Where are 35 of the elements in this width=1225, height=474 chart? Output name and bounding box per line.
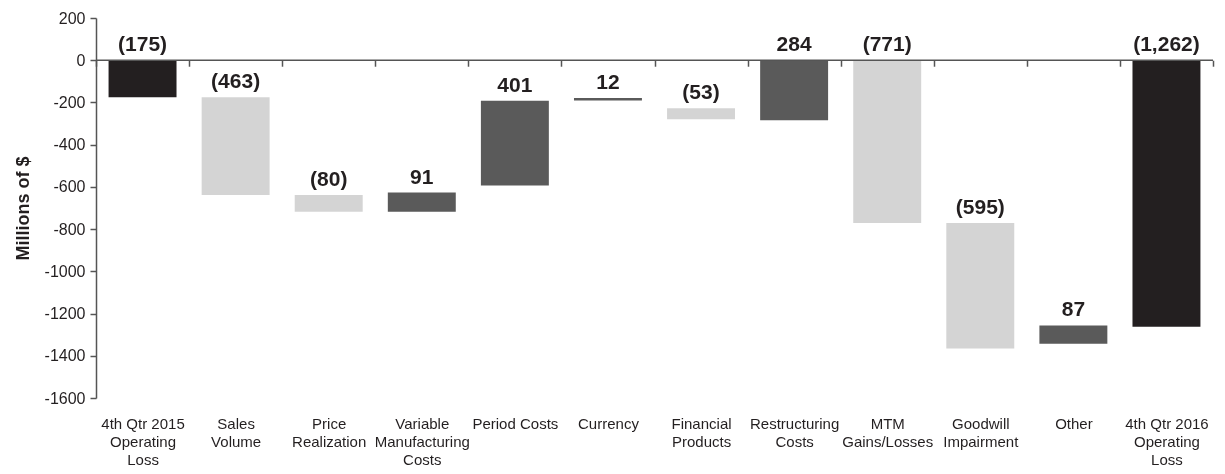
y-tick-label: -1000 [44, 262, 86, 280]
y-axis-title: Millions of $ [12, 156, 33, 261]
data-label: 12 [596, 70, 620, 94]
x-tick-label: Currency [578, 414, 640, 432]
data-label: (595) [955, 194, 1005, 218]
data-label: 284 [776, 32, 812, 56]
y-tick-label: -1400 [44, 347, 86, 365]
x-tick-label: Other [1055, 414, 1093, 432]
data-label: (771) [862, 32, 912, 56]
x-tick-label: 4th Qtr 2015 Operating Loss [101, 414, 185, 468]
x-tick-label: Period Costs [472, 414, 559, 432]
x-tick-label: Price Realization [292, 414, 367, 450]
x-tick-label: 4th Qtr 2016 Operating Loss [1125, 414, 1209, 468]
y-tick-label: -1200 [44, 305, 86, 323]
data-label: (463) [211, 69, 261, 93]
data-label: 87 [1061, 297, 1086, 321]
data-label: 401 [497, 72, 533, 96]
x-tick-label: Financial Products [671, 414, 732, 450]
y-tick-label: -400 [53, 136, 86, 154]
y-tick-label: -200 [53, 93, 86, 111]
x-tick-label: Sales Volume [211, 414, 262, 450]
data-label: 91 [410, 164, 434, 188]
x-tick-label: Restructuring Costs [750, 414, 840, 450]
data-label: (175) [118, 32, 168, 56]
y-tick-label: -1600 [44, 389, 86, 407]
y-tick-label: -800 [53, 220, 86, 238]
data-label: (1,262) [1133, 32, 1200, 56]
data-label: (80) [310, 166, 348, 190]
x-tick-label: MTM Gains/Losses [842, 414, 934, 450]
x-tick-label: Goodwill Impairment [943, 414, 1020, 450]
y-tick-label: 200 [58, 9, 86, 27]
x-tick-label: Variable Manufacturing Costs [374, 414, 470, 468]
y-tick-label: -600 [53, 178, 86, 196]
data-label: (53) [682, 80, 720, 104]
y-tick-label: 0 [76, 51, 86, 69]
